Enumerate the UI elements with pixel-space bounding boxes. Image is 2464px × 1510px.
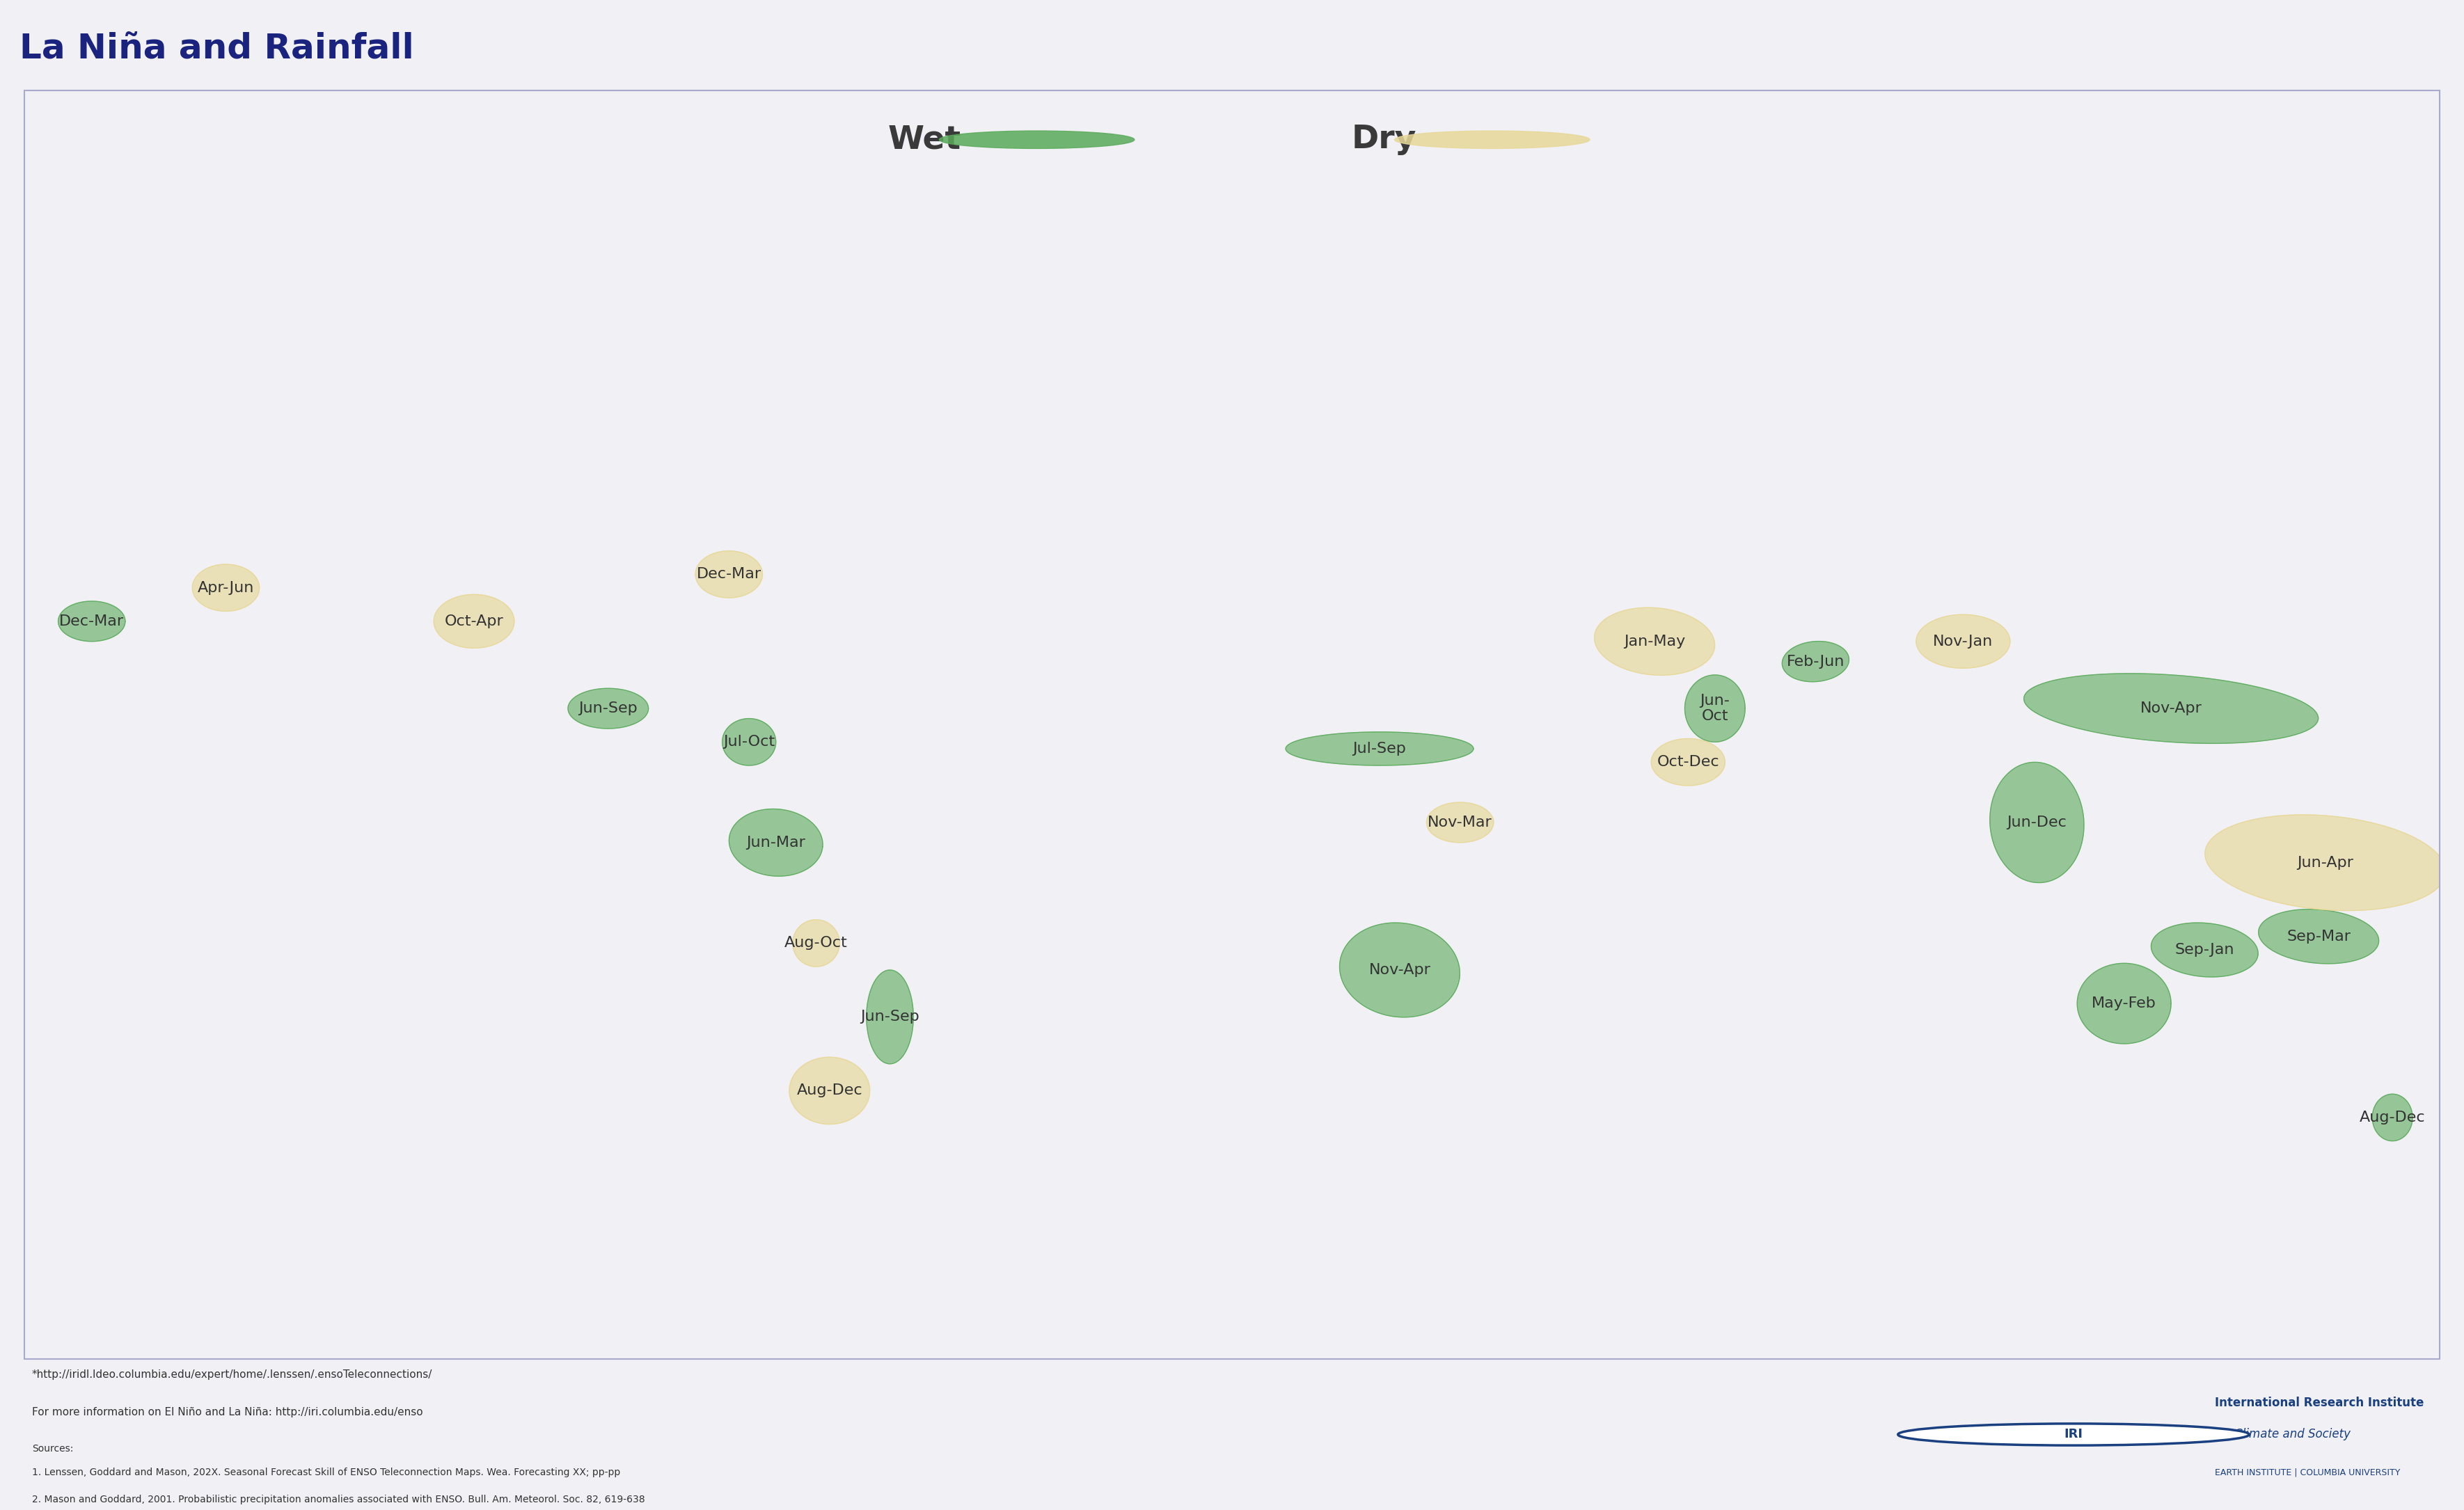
Polygon shape [59, 601, 126, 642]
Circle shape [1897, 1424, 2250, 1445]
Text: Nov-Apr: Nov-Apr [1370, 963, 1432, 977]
Polygon shape [722, 719, 776, 766]
Polygon shape [1991, 763, 2085, 883]
Text: Nov-Mar: Nov-Mar [1427, 815, 1493, 829]
Polygon shape [793, 920, 840, 966]
Text: *http://iridl.ldeo.columbia.edu/expert/home/.lenssen/.ensoTeleconnections/: *http://iridl.ldeo.columbia.edu/expert/h… [32, 1370, 431, 1380]
Circle shape [1395, 131, 1589, 148]
Polygon shape [1427, 802, 1493, 843]
Polygon shape [695, 551, 761, 598]
Polygon shape [192, 565, 259, 612]
Text: Dec-Mar: Dec-Mar [697, 568, 761, 581]
Polygon shape [1651, 738, 1725, 785]
Text: Nov-Apr: Nov-Apr [2141, 702, 2203, 716]
Text: Wet: Wet [887, 124, 961, 156]
Text: International Research Institute: International Research Institute [2215, 1397, 2425, 1409]
Text: 2. Mason and Goddard, 2001. Probabilistic precipitation anomalies associated wit: 2. Mason and Goddard, 2001. Probabilisti… [32, 1495, 646, 1504]
Text: Jul-Sep: Jul-Sep [1353, 741, 1407, 755]
Text: Sep-Jan: Sep-Jan [2176, 942, 2235, 957]
Polygon shape [2373, 1095, 2412, 1142]
Text: Aug-Oct: Aug-Oct [784, 936, 848, 950]
Polygon shape [2023, 673, 2319, 743]
Polygon shape [2151, 923, 2257, 977]
Text: Feb-Jun: Feb-Jun [1786, 654, 1846, 669]
Text: Jun-Sep: Jun-Sep [579, 702, 638, 716]
Polygon shape [1594, 607, 1715, 675]
Text: Jun-Apr: Jun-Apr [2296, 856, 2353, 870]
Text: Oct-Dec: Oct-Dec [1656, 755, 1720, 769]
Text: IRI: IRI [2065, 1428, 2082, 1441]
Text: La Niña and Rainfall: La Niña and Rainfall [20, 32, 414, 65]
Text: Jun-Dec: Jun-Dec [2008, 815, 2067, 829]
Text: Sources:: Sources: [32, 1444, 74, 1453]
Polygon shape [434, 595, 515, 648]
Text: 1. Lenssen, Goddard and Mason, 202X. Seasonal Forecast Skill of ENSO Teleconnect: 1. Lenssen, Goddard and Mason, 202X. Sea… [32, 1468, 621, 1477]
Text: For more information on El Niño and La Niña: http://iri.columbia.edu/enso: For more information on El Niño and La N… [32, 1407, 424, 1418]
Text: EARTH INSTITUTE | COLUMBIA UNIVERSITY: EARTH INSTITUTE | COLUMBIA UNIVERSITY [2215, 1468, 2400, 1477]
Text: Jul-Oct: Jul-Oct [724, 735, 774, 749]
Text: Jun-Mar: Jun-Mar [747, 835, 806, 850]
Text: Aug-Dec: Aug-Dec [2361, 1110, 2425, 1125]
Text: Jun-Sep: Jun-Sep [860, 1010, 919, 1024]
Text: Jun-
Oct: Jun- Oct [1700, 695, 1730, 723]
Polygon shape [2077, 963, 2171, 1043]
Text: May-Feb: May-Feb [2092, 997, 2156, 1010]
Polygon shape [1340, 923, 1459, 1018]
Polygon shape [2259, 909, 2378, 963]
Polygon shape [788, 1057, 870, 1125]
Text: Apr-Jun: Apr-Jun [197, 581, 254, 595]
Text: Oct-Apr: Oct-Apr [444, 615, 503, 628]
Text: for Climate and Society: for Climate and Society [2215, 1428, 2351, 1441]
Polygon shape [2205, 815, 2447, 911]
Text: Nov-Jan: Nov-Jan [1934, 634, 1993, 648]
Circle shape [939, 131, 1133, 148]
Text: Aug-Dec: Aug-Dec [796, 1084, 862, 1098]
Text: Sep-Mar: Sep-Mar [2287, 930, 2351, 944]
Polygon shape [729, 809, 823, 876]
Polygon shape [1685, 675, 1745, 741]
Text: Dec-Mar: Dec-Mar [59, 615, 123, 628]
Polygon shape [1781, 642, 1848, 683]
Polygon shape [569, 689, 648, 728]
Polygon shape [1286, 732, 1473, 766]
Text: Jan-May: Jan-May [1624, 634, 1685, 648]
Polygon shape [1917, 615, 2011, 669]
Polygon shape [867, 969, 914, 1065]
Text: Dry: Dry [1350, 124, 1417, 156]
